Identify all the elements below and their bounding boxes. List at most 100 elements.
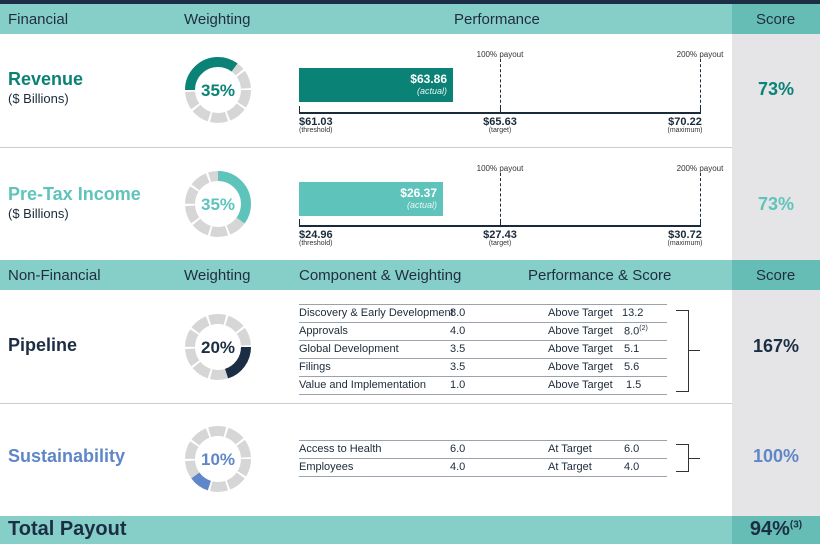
- table-row: Filings 3.5 Above Target 5.6: [299, 359, 667, 377]
- total-score-value: 94%: [749, 518, 790, 540]
- component-weight: 4.0: [450, 461, 466, 473]
- component-performance: At Target: [548, 461, 592, 473]
- sustainability-weight-donut: 10%: [185, 426, 251, 492]
- pipeline-weight-donut: 20%: [185, 314, 251, 380]
- revenue-subtitle: ($ Billions): [8, 91, 69, 106]
- table-row: Value and Implementation 1.0 Above Targe…: [299, 377, 667, 395]
- pretax-max-dash: [700, 173, 701, 227]
- component-performance: Above Target: [548, 325, 613, 337]
- donut-label: 20%: [201, 338, 235, 357]
- pipeline-bracket-stub: [688, 350, 700, 351]
- pretax-weight-donut: 35%: [185, 171, 251, 237]
- table-row: Discovery & Early Development 8.0 Above …: [299, 305, 667, 323]
- sustainability-bracket-stub: [688, 458, 700, 459]
- pretax-score: 73%: [757, 194, 795, 214]
- component-performance: Above Target: [548, 361, 613, 373]
- revenue-target-value: $65.63: [483, 116, 517, 128]
- pretax-actual-bar: $26.37 (actual): [299, 182, 443, 216]
- component-score: 1.5: [626, 379, 642, 391]
- component-weight: 3.5: [450, 343, 466, 355]
- donut-segment: [185, 426, 251, 492]
- pipeline-score: 167%: [752, 336, 800, 356]
- total-score-cell: [732, 516, 820, 544]
- component-weight: 4.0: [450, 325, 466, 337]
- table-row: Employees 4.0 At Target 4.0: [299, 459, 667, 477]
- pretax-tick-threshold: [299, 219, 300, 227]
- table-row: Approvals 4.0 Above Target 8.0(2): [299, 323, 667, 341]
- donut-ring: [185, 426, 251, 492]
- component-header: Component & Weighting: [299, 267, 462, 284]
- sustainability-table: Access to Health 6.0 At Target 6.0 Emplo…: [299, 440, 667, 477]
- pretax-max-value: $30.72: [668, 229, 702, 241]
- score-header: Score: [756, 11, 796, 28]
- pretax-target-value: $27.43: [483, 229, 517, 241]
- component-score: 8.0: [624, 325, 640, 338]
- pretax-threshold-label: (threshold): [299, 240, 333, 247]
- component-name: Access to Health: [299, 443, 382, 455]
- top-rule: [0, 0, 820, 4]
- score-column-nonfinancial: [732, 290, 820, 516]
- component-name: Discovery & Early Development: [299, 307, 454, 319]
- weighting-header: Weighting: [184, 11, 251, 28]
- donut-segment: [185, 171, 251, 237]
- score-header-nonfinancial: [732, 260, 820, 290]
- component-score-with-note: 8.0(2): [624, 325, 648, 338]
- pipeline-bracket: [676, 310, 689, 392]
- component-performance: Above Target: [548, 307, 613, 319]
- component-name: Approvals: [299, 325, 348, 337]
- donut-segment: [185, 314, 251, 380]
- pretax-target-dash: [500, 173, 501, 227]
- performance-header: Performance: [454, 11, 540, 28]
- revenue-max-dash: [700, 59, 701, 113]
- revenue-target-dash: [500, 59, 501, 113]
- total-payout-label: Total Payout: [8, 518, 127, 540]
- revenue-score: 73%: [757, 79, 795, 99]
- revenue-tick-threshold: [299, 106, 300, 114]
- pretax-actual-value: $26.37: [400, 186, 437, 200]
- table-row: Access to Health 6.0 At Target 6.0: [299, 441, 667, 459]
- pretax-tick-target: [500, 219, 501, 227]
- component-weight: 3.5: [450, 361, 466, 373]
- revenue-payout-200-label: 200% payout: [676, 50, 724, 59]
- revenue-threshold-label: (threshold): [299, 127, 333, 134]
- revenue-actual-bar: $63.86 (actual): [299, 68, 453, 102]
- revenue-target-label: (target): [488, 127, 512, 134]
- total-payout-bar: [0, 516, 820, 544]
- nonfinancial-section-label: Non-Financial: [8, 267, 101, 284]
- pretax-threshold-value: $24.96: [299, 229, 333, 241]
- revenue-max-value: $70.22: [668, 116, 702, 128]
- revenue-title: Revenue: [8, 69, 84, 89]
- component-score: 4.0: [624, 461, 640, 473]
- revenue-actual-value: $63.86: [410, 72, 447, 86]
- revenue-actual-label: (actual): [416, 86, 447, 96]
- pipeline-title: Pipeline: [8, 335, 78, 355]
- component-score: 6.0: [624, 443, 640, 455]
- revenue-max-label: (maximum): [667, 127, 703, 134]
- financial-section-label: Financial: [8, 11, 69, 28]
- nonfinancial-score-header: Score: [756, 267, 796, 284]
- sustainability-title: Sustainability: [8, 446, 126, 466]
- row-divider: [0, 403, 732, 404]
- revenue-threshold-value: $61.03: [299, 116, 333, 128]
- donut-label: 35%: [201, 81, 235, 100]
- component-weight: 1.0: [450, 379, 466, 391]
- financial-header-bar: [0, 4, 820, 34]
- nonfinancial-weighting-header: Weighting: [184, 267, 251, 284]
- pretax-max-label: (maximum): [667, 240, 703, 247]
- donut-label: 10%: [201, 450, 235, 469]
- component-score: 5.1: [624, 343, 640, 355]
- score-header-financial: [732, 4, 820, 34]
- table-row: Global Development 3.5 Above Target 5.1: [299, 341, 667, 359]
- component-name: Employees: [299, 461, 354, 473]
- sustainability-score: 100%: [752, 446, 800, 466]
- row-divider: [0, 147, 732, 148]
- donut-label: 35%: [201, 195, 235, 214]
- component-weight: 8.0: [450, 307, 466, 319]
- component-performance: Above Target: [548, 379, 613, 391]
- score-column-financial: [732, 34, 820, 260]
- pretax-tick-max: [700, 219, 701, 227]
- footnote-marker: (2): [639, 325, 648, 332]
- donut-segment: [185, 57, 251, 123]
- pretax-actual-label: (actual): [406, 200, 437, 210]
- component-name: Global Development: [299, 343, 399, 355]
